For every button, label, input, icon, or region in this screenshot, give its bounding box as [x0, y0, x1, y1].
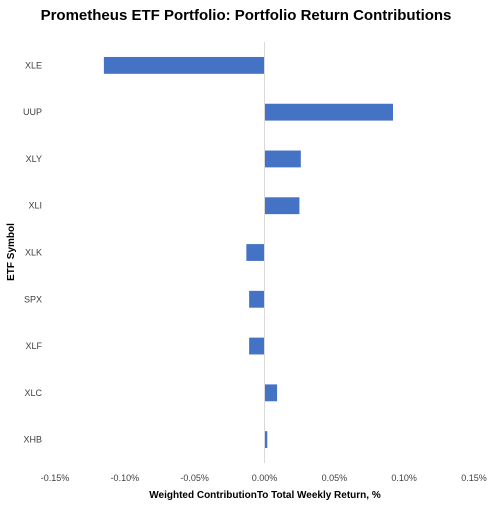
y-tick-label-xhb: XHB [23, 435, 42, 445]
x-tick-label: 0.10% [391, 473, 417, 483]
y-tick-label-xly: XLY [26, 154, 42, 164]
x-tick-labels: -0.15% -0.10% -0.05% 0.00% 0.05% 0.10% 0.15% [41, 473, 487, 483]
y-tick-labels: XLE UUP XLY XLI XLK SPX XLF XLC XHB [23, 60, 43, 444]
chart-title: Prometheus ETF Portfolio: Portfolio Retu… [40, 7, 452, 24]
bar-xly [264, 150, 301, 168]
x-tick-label: -0.15% [41, 473, 70, 483]
x-tick-label: 0.05% [322, 473, 348, 483]
y-tick-label-uup: UUP [23, 107, 42, 117]
y-tick-label-xlc: XLC [24, 388, 42, 398]
bar-xle [103, 56, 265, 74]
y-tick-label-xle: XLE [25, 60, 42, 70]
x-axis-title: Weighted ContributionTo Total Weekly Ret… [149, 490, 381, 501]
y-tick-label-spx: SPX [24, 294, 42, 304]
bar-xlc [264, 384, 278, 402]
y-axis-title: ETF Symbol [6, 223, 17, 281]
bars-layer [103, 56, 393, 449]
bar-xli [264, 197, 300, 215]
x-tick-label: -0.05% [180, 473, 209, 483]
bar-uup [264, 103, 393, 121]
y-tick-label-xlf: XLF [25, 341, 42, 351]
bar-xhb [264, 431, 268, 449]
bar-spx [249, 290, 265, 308]
bar-xlk [246, 244, 265, 261]
x-tick-label: 0.15% [461, 473, 487, 483]
x-tick-label: 0.00% [252, 473, 278, 483]
y-tick-label-xlk: XLK [25, 248, 42, 258]
bar-xlf [249, 337, 265, 355]
y-tick-label-xli: XLI [28, 201, 42, 211]
x-tick-label: -0.10% [111, 473, 140, 483]
